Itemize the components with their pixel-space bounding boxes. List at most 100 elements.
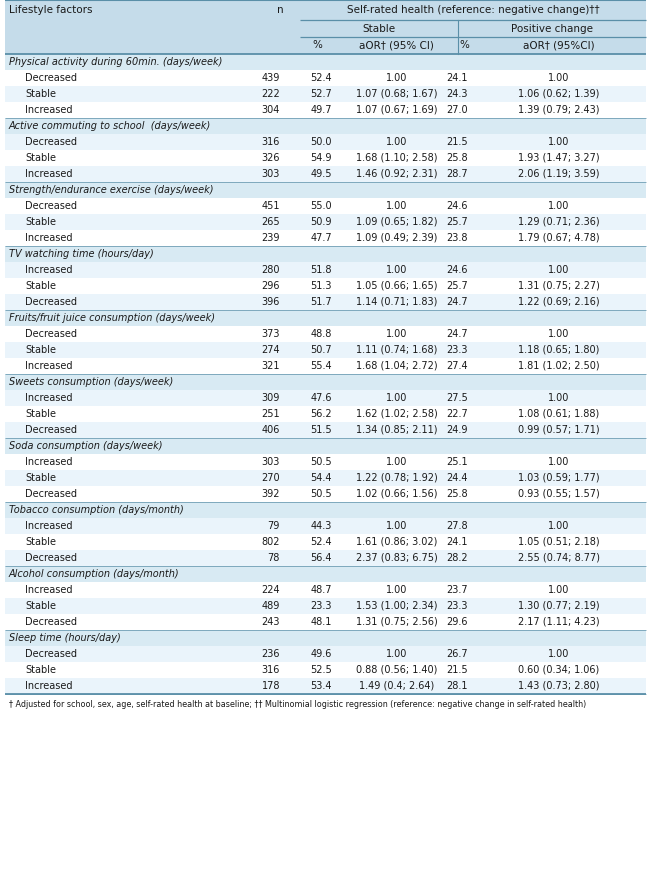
Text: 2.37 (0.83; 6.75): 2.37 (0.83; 6.75) — [355, 553, 437, 563]
Text: Decreased: Decreased — [25, 649, 77, 659]
Text: 392: 392 — [262, 489, 280, 499]
Text: Increased: Increased — [25, 361, 72, 371]
Text: Stable: Stable — [25, 665, 56, 675]
Text: 27.0: 27.0 — [447, 105, 468, 115]
Text: %: % — [312, 40, 322, 51]
Text: 1.46 (0.92; 2.31): 1.46 (0.92; 2.31) — [355, 169, 437, 179]
Text: 304: 304 — [262, 105, 280, 115]
Bar — [5, 422, 646, 438]
Text: TV watching time (hours/day): TV watching time (hours/day) — [9, 249, 154, 259]
Text: 1.00: 1.00 — [386, 585, 407, 595]
Bar — [5, 630, 646, 646]
Text: 50.5: 50.5 — [311, 457, 332, 467]
Text: 802: 802 — [262, 537, 280, 547]
Bar — [5, 262, 646, 278]
Text: 1.00: 1.00 — [547, 329, 569, 339]
Text: 1.29 (0.71; 2.36): 1.29 (0.71; 2.36) — [518, 217, 600, 227]
Text: 0.99 (0.57; 1.71): 0.99 (0.57; 1.71) — [518, 425, 600, 435]
Bar — [5, 598, 646, 614]
Text: 78: 78 — [268, 553, 280, 563]
Text: 1.07 (0.67; 1.69): 1.07 (0.67; 1.69) — [355, 105, 437, 115]
Text: Sweets consumption (days/week): Sweets consumption (days/week) — [9, 377, 173, 387]
Text: 1.49 (0.4; 2.64): 1.49 (0.4; 2.64) — [359, 681, 434, 691]
Text: 52.7: 52.7 — [311, 89, 332, 99]
Text: 1.02 (0.66; 1.56): 1.02 (0.66; 1.56) — [355, 489, 437, 499]
Text: 1.07 (0.68; 1.67): 1.07 (0.68; 1.67) — [355, 89, 437, 99]
Text: Physical activity during 60min. (days/week): Physical activity during 60min. (days/we… — [9, 57, 223, 67]
Text: 52.4: 52.4 — [311, 73, 332, 83]
Text: 1.00: 1.00 — [386, 201, 407, 211]
Text: 239: 239 — [262, 233, 280, 243]
Text: 23.3: 23.3 — [447, 601, 468, 611]
Text: 1.00: 1.00 — [547, 649, 569, 659]
Text: 321: 321 — [262, 361, 280, 371]
Text: Decreased: Decreased — [25, 617, 77, 627]
Text: 2.55 (0.74; 8.77): 2.55 (0.74; 8.77) — [518, 553, 600, 563]
Bar — [5, 646, 646, 662]
Text: 274: 274 — [261, 345, 280, 355]
Text: 265: 265 — [261, 217, 280, 227]
Bar — [5, 518, 646, 534]
Text: Stable: Stable — [25, 537, 56, 547]
Text: 23.3: 23.3 — [447, 345, 468, 355]
Text: n: n — [277, 5, 283, 15]
Text: 2.06 (1.19; 3.59): 2.06 (1.19; 3.59) — [518, 169, 600, 179]
Text: 1.00: 1.00 — [547, 73, 569, 83]
Text: Stable: Stable — [25, 409, 56, 419]
Text: 1.06 (0.62; 1.39): 1.06 (0.62; 1.39) — [518, 89, 599, 99]
Text: Decreased: Decreased — [25, 201, 77, 211]
Text: 1.00: 1.00 — [386, 393, 407, 403]
Text: 1.08 (0.61; 1.88): 1.08 (0.61; 1.88) — [518, 409, 599, 419]
Text: Increased: Increased — [25, 585, 72, 595]
Bar — [5, 582, 646, 598]
Text: aOR† (95% CI): aOR† (95% CI) — [359, 40, 434, 51]
Text: Increased: Increased — [25, 169, 72, 179]
Text: %: % — [460, 40, 469, 51]
Text: Active commuting to school  (days/week): Active commuting to school (days/week) — [9, 121, 212, 131]
Text: 24.6: 24.6 — [447, 201, 468, 211]
Text: 24.1: 24.1 — [447, 537, 468, 547]
Text: 24.6: 24.6 — [447, 265, 468, 275]
Text: 51.5: 51.5 — [311, 425, 332, 435]
Text: 1.22 (0.78; 1.92): 1.22 (0.78; 1.92) — [355, 473, 437, 483]
Text: 52.5: 52.5 — [311, 665, 332, 675]
Text: 178: 178 — [262, 681, 280, 691]
Text: 1.61 (0.86; 3.02): 1.61 (0.86; 3.02) — [356, 537, 437, 547]
Text: 406: 406 — [262, 425, 280, 435]
Text: 303: 303 — [262, 169, 280, 179]
Text: 24.1: 24.1 — [447, 73, 468, 83]
Bar — [5, 566, 646, 582]
Text: 1.00: 1.00 — [386, 265, 407, 275]
Text: Decreased: Decreased — [25, 553, 77, 563]
Text: 49.6: 49.6 — [311, 649, 332, 659]
Text: 26.7: 26.7 — [447, 649, 468, 659]
Text: Soda consumption (days/week): Soda consumption (days/week) — [9, 441, 163, 451]
Text: 1.79 (0.67; 4.78): 1.79 (0.67; 4.78) — [518, 233, 600, 243]
Text: 27.5: 27.5 — [446, 393, 468, 403]
Text: 55.4: 55.4 — [311, 361, 332, 371]
Bar — [5, 502, 646, 518]
Text: Lifestyle factors: Lifestyle factors — [9, 5, 92, 15]
Text: 55.0: 55.0 — [311, 201, 332, 211]
Text: 50.7: 50.7 — [311, 345, 332, 355]
Bar — [5, 0, 646, 54]
Text: 396: 396 — [262, 297, 280, 307]
Text: Stable: Stable — [25, 217, 56, 227]
Text: † Adjusted for school, sex, age, self-rated health at baseline; †† Multinomial l: † Adjusted for school, sex, age, self-ra… — [9, 700, 587, 709]
Text: 1.05 (0.51; 2.18): 1.05 (0.51; 2.18) — [518, 537, 600, 547]
Text: 1.03 (0.59; 1.77): 1.03 (0.59; 1.77) — [518, 473, 600, 483]
Text: 24.4: 24.4 — [447, 473, 468, 483]
Text: Alcohol consumption (days/month): Alcohol consumption (days/month) — [9, 569, 180, 579]
Text: 1.09 (0.65; 1.82): 1.09 (0.65; 1.82) — [355, 217, 437, 227]
Text: Stable: Stable — [25, 473, 56, 483]
Bar — [5, 678, 646, 694]
Text: 1.00: 1.00 — [386, 649, 407, 659]
Text: 54.4: 54.4 — [311, 473, 332, 483]
Text: 1.00: 1.00 — [547, 521, 569, 531]
Text: 48.1: 48.1 — [311, 617, 332, 627]
Text: 25.7: 25.7 — [446, 281, 468, 291]
Text: 451: 451 — [262, 201, 280, 211]
Text: Increased: Increased — [25, 521, 72, 531]
Text: 54.9: 54.9 — [311, 153, 332, 163]
Bar — [5, 246, 646, 262]
